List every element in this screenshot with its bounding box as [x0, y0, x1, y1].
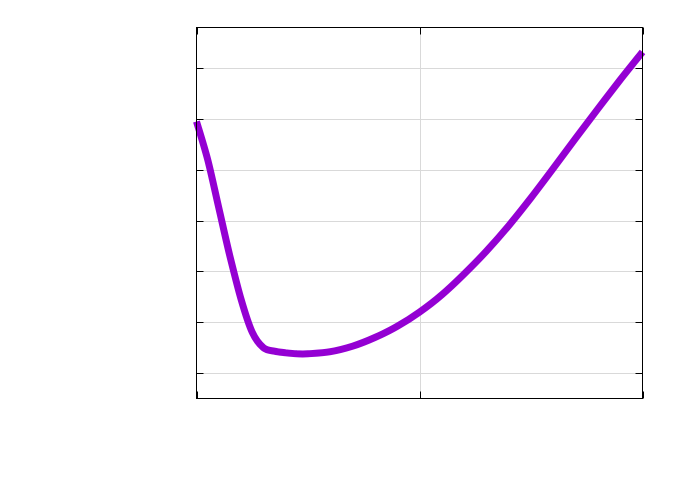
plot-frame — [196, 27, 643, 399]
grid — [196, 27, 643, 399]
series-line-0 — [193, 49, 646, 358]
series-layer — [193, 49, 646, 358]
axis-ticks — [196, 27, 644, 399]
